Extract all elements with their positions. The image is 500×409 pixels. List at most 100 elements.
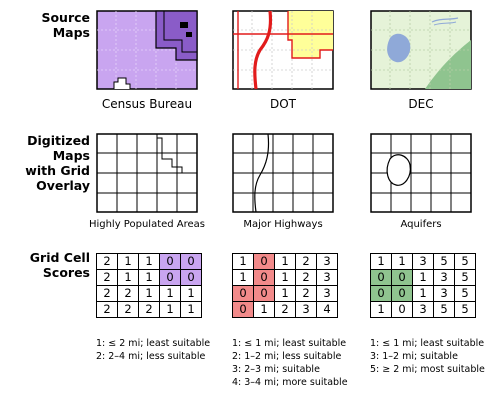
legend-line: 1: ≤ 2 mi; least suitable <box>96 338 211 349</box>
grid-cell: 0 <box>180 269 202 286</box>
grid-cell: 3 <box>433 269 455 286</box>
highly-populated-areas-grid-map <box>96 133 198 213</box>
grid-cell: 1 <box>370 301 392 318</box>
aquifers-caption: Aquifers <box>400 219 442 230</box>
row-label-line: Grid Cell <box>29 250 90 265</box>
grid-cell: 0 <box>253 253 275 270</box>
legend-line: 1: ≤ 1 mi; least suitable <box>232 338 347 349</box>
legend-line: 3: 1–2 mi; suitable <box>370 351 458 362</box>
grid-cell: 1 <box>138 269 160 286</box>
row-label-line: Source <box>41 10 90 25</box>
grid-cell: 2 <box>295 269 317 286</box>
grid-cell: 5 <box>454 301 476 318</box>
row-label-digitized-maps: Digitized Maps with Grid Overlay <box>6 133 90 193</box>
grid-cell: 1 <box>232 253 254 270</box>
grid-cell: 0 <box>370 269 392 286</box>
grid-cell: 5 <box>433 253 455 270</box>
grid-row: 1 0 3 5 5 <box>370 301 476 318</box>
grid-cell: 0 <box>391 301 413 318</box>
dec-score-grid: 1 1 3 5 5 0 0 1 3 5 0 0 1 3 5 1 0 3 5 5 <box>370 253 476 318</box>
row-label-line: with Grid <box>25 163 90 178</box>
grid-cell: 0 <box>180 253 202 270</box>
major-highways-grid-map <box>232 133 334 213</box>
grid-cell: 1 <box>138 285 160 302</box>
grid-cell: 1 <box>391 253 413 270</box>
grid-cell: 0 <box>391 285 413 302</box>
grid-cell: 3 <box>295 301 317 318</box>
grid-cell: 0 <box>232 285 254 302</box>
grid-cell: 1 <box>180 285 202 302</box>
grid-cell: 5 <box>433 301 455 318</box>
census-score-grid: 2 1 1 0 0 2 1 1 0 0 2 2 1 1 1 2 2 2 1 1 <box>96 253 202 318</box>
grid-cell: 1 <box>117 253 139 270</box>
grid-cell: 5 <box>454 285 476 302</box>
grid-cell: 2 <box>295 253 317 270</box>
grid-cell: 1 <box>412 285 434 302</box>
dec-caption: DEC <box>408 97 434 111</box>
major-highways-caption: Major Highways <box>243 219 323 230</box>
grid-cell: 3 <box>316 253 338 270</box>
grid-cell: 2 <box>138 301 160 318</box>
grid-row: 0 0 1 3 5 <box>370 269 476 286</box>
grid-row: 1 0 1 2 3 <box>232 253 338 270</box>
legend-line: 1: ≤ 1 mi; least suitable <box>370 338 485 349</box>
row-label-line: Scores <box>42 265 90 280</box>
grid-cell: 1 <box>138 253 160 270</box>
grid-row: 0 1 2 3 4 <box>232 301 338 318</box>
grid-row: 1 0 1 2 3 <box>232 269 338 286</box>
grid-cell: 2 <box>117 285 139 302</box>
grid-row: 2 1 1 0 0 <box>96 253 202 270</box>
grid-cell: 3 <box>412 253 434 270</box>
grid-cell: 1 <box>232 269 254 286</box>
legend-line: 2: 2–4 mi; less suitable <box>96 351 206 362</box>
grid-cell: 0 <box>391 269 413 286</box>
grid-cell: 1 <box>117 269 139 286</box>
row-label-source-maps: Source Maps <box>6 10 90 40</box>
grid-cell: 0 <box>159 253 181 270</box>
grid-cell: 2 <box>295 285 317 302</box>
grid-cell: 1 <box>412 269 434 286</box>
grid-cell: 0 <box>232 301 254 318</box>
row-label-line: Digitized <box>27 133 90 148</box>
census-score-legend: 1: ≤ 2 mi; least suitable 2: 2–4 mi; les… <box>96 337 210 363</box>
row-label-line: Maps <box>52 25 90 40</box>
grid-row: 0 0 1 2 3 <box>232 285 338 302</box>
legend-line: 4: 3–4 mi; more suitable <box>232 377 348 388</box>
grid-cell: 2 <box>96 285 118 302</box>
dot-source-map <box>232 10 334 90</box>
grid-cell: 2 <box>274 301 296 318</box>
grid-cell: 3 <box>316 285 338 302</box>
aquifers-grid-map <box>370 133 472 213</box>
dec-score-legend: 1: ≤ 1 mi; least suitable 3: 1–2 mi; sui… <box>370 337 485 376</box>
grid-cell: 2 <box>117 301 139 318</box>
grid-cell: 1 <box>253 301 275 318</box>
grid-cell: 0 <box>253 269 275 286</box>
grid-cell: 1 <box>159 285 181 302</box>
grid-cell: 3 <box>412 301 434 318</box>
grid-cell: 1 <box>274 285 296 302</box>
grid-cell: 3 <box>433 285 455 302</box>
census-bureau-source-map <box>96 10 198 90</box>
highly-populated-areas-caption: Highly Populated Areas <box>88 219 206 230</box>
dot-score-grid: 1 0 1 2 3 1 0 1 2 3 0 0 1 2 3 0 1 2 3 4 <box>232 253 338 318</box>
grid-row: 0 0 1 3 5 <box>370 285 476 302</box>
row-label-line: Overlay <box>36 178 90 193</box>
grid-cell: 4 <box>316 301 338 318</box>
grid-cell: 1 <box>370 253 392 270</box>
grid-cell: 3 <box>316 269 338 286</box>
grid-row: 2 2 2 1 1 <box>96 301 202 318</box>
grid-cell: 2 <box>96 301 118 318</box>
census-bureau-caption: Census Bureau <box>101 97 193 111</box>
grid-cell: 0 <box>159 269 181 286</box>
grid-row: 2 2 1 1 1 <box>96 285 202 302</box>
grid-cell: 5 <box>454 253 476 270</box>
grid-cell: 2 <box>96 269 118 286</box>
grid-cell: 1 <box>159 301 181 318</box>
dot-score-legend: 1: ≤ 1 mi; least suitable 2: 1–2 mi; les… <box>232 337 348 389</box>
grid-row: 2 1 1 0 0 <box>96 269 202 286</box>
legend-line: 3: 2–3 mi; suitable <box>232 364 320 375</box>
row-label-line: Maps <box>52 148 90 163</box>
grid-cell: 1 <box>274 253 296 270</box>
legend-line: 5: ≥ 2 mi; most suitable <box>370 364 485 375</box>
grid-cell: 2 <box>96 253 118 270</box>
